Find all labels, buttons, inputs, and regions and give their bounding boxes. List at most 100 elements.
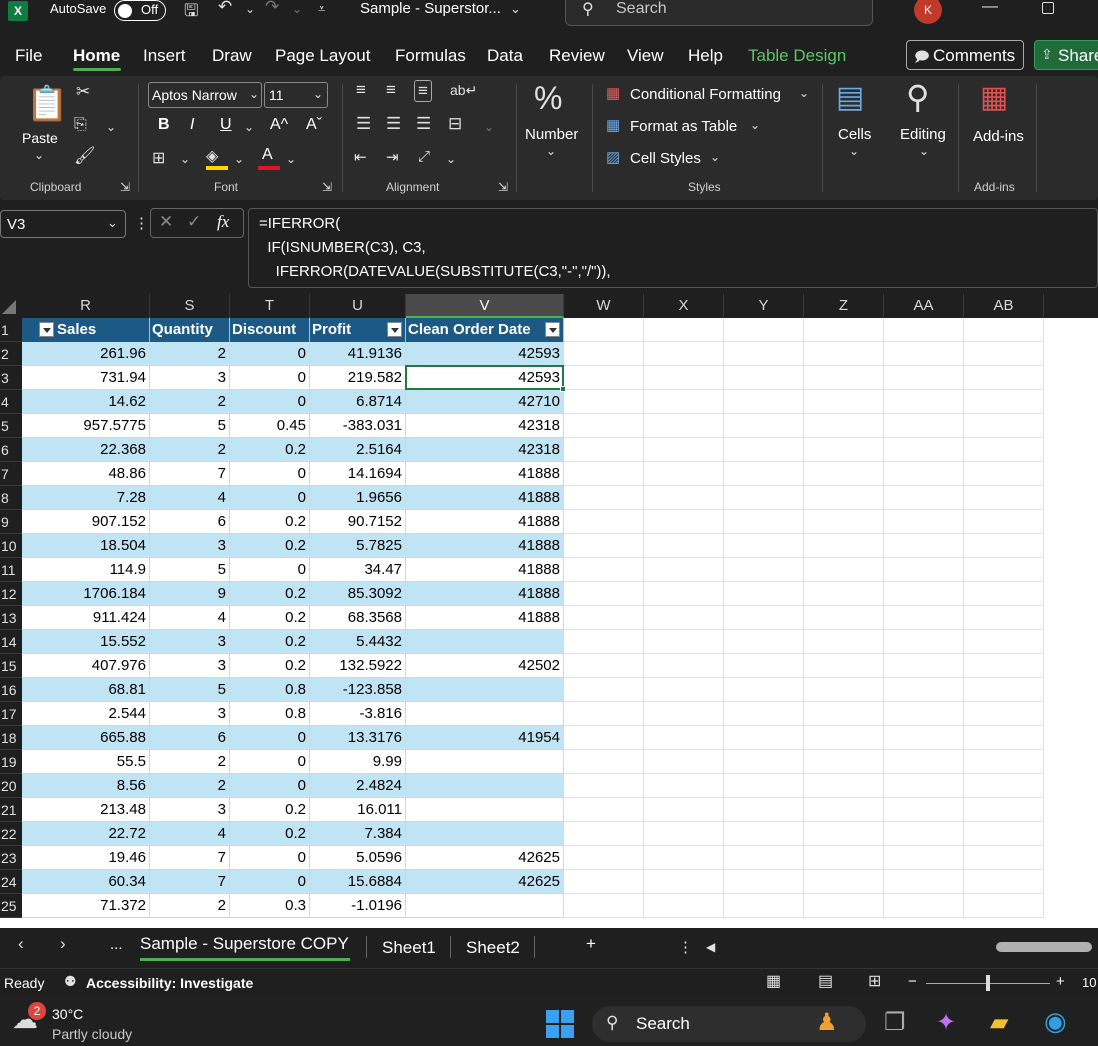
row-header[interactable]: 17 xyxy=(0,702,22,726)
table-cell[interactable]: 5 xyxy=(150,558,230,582)
empty-cell[interactable] xyxy=(644,318,724,342)
empty-cell[interactable] xyxy=(564,630,644,654)
empty-cell[interactable] xyxy=(724,702,804,726)
table-cell[interactable]: 0 xyxy=(230,462,310,486)
table-cell[interactable]: 3 xyxy=(150,654,230,678)
edge-browser-icon[interactable]: ◉ xyxy=(1044,1006,1067,1036)
empty-cell[interactable] xyxy=(804,630,884,654)
empty-cell[interactable] xyxy=(884,582,964,606)
table-cell[interactable]: 42625 xyxy=(406,870,564,894)
table-cell[interactable]: 8.56 xyxy=(22,774,150,798)
table-cell[interactable]: 42318 xyxy=(406,414,564,438)
empty-cell[interactable] xyxy=(564,654,644,678)
empty-cell[interactable] xyxy=(644,774,724,798)
align-middle-icon[interactable]: ≡ xyxy=(386,80,396,99)
row-header[interactable]: 10 xyxy=(0,534,22,558)
empty-cell[interactable] xyxy=(644,534,724,558)
table-cell[interactable]: 6 xyxy=(150,510,230,534)
empty-cell[interactable] xyxy=(644,366,724,390)
table-cell[interactable]: 7 xyxy=(150,846,230,870)
empty-cell[interactable] xyxy=(724,726,804,750)
empty-cell[interactable] xyxy=(804,438,884,462)
empty-cell[interactable] xyxy=(964,870,1044,894)
empty-cell[interactable] xyxy=(964,846,1044,870)
empty-cell[interactable] xyxy=(644,654,724,678)
table-cell[interactable] xyxy=(406,894,564,918)
empty-cell[interactable] xyxy=(724,630,804,654)
empty-cell[interactable] xyxy=(804,894,884,918)
table-cell[interactable]: 4 xyxy=(150,822,230,846)
row-header[interactable]: 24 xyxy=(0,870,22,894)
cancel-icon[interactable]: ✕ xyxy=(159,212,174,231)
column-header-ab[interactable]: AB xyxy=(964,294,1044,318)
empty-cell[interactable] xyxy=(564,846,644,870)
table-cell[interactable]: 41888 xyxy=(406,486,564,510)
align-top-icon[interactable]: ≡ xyxy=(356,80,366,99)
empty-cell[interactable] xyxy=(724,582,804,606)
hscroll-left-icon[interactable]: ◀ xyxy=(706,940,716,954)
table-cell[interactable]: 2 xyxy=(150,774,230,798)
empty-cell[interactable] xyxy=(644,582,724,606)
row-header[interactable]: 25 xyxy=(0,894,22,918)
empty-cell[interactable] xyxy=(884,750,964,774)
row-header[interactable]: 15 xyxy=(0,654,22,678)
empty-cell[interactable] xyxy=(644,486,724,510)
empty-cell[interactable] xyxy=(564,798,644,822)
table-cell[interactable]: 41888 xyxy=(406,558,564,582)
filter-dropdown-icon[interactable] xyxy=(387,322,402,337)
accessibility-status[interactable]: Accessibility: Investigate xyxy=(86,975,254,991)
merge-center-icon[interactable]: ⊟ xyxy=(448,114,463,133)
empty-cell[interactable] xyxy=(804,342,884,366)
table-cell[interactable]: 0 xyxy=(230,750,310,774)
table-cell[interactable]: 0 xyxy=(230,366,310,390)
empty-cell[interactable] xyxy=(724,678,804,702)
table-cell[interactable]: 0.2 xyxy=(230,534,310,558)
increase-indent-icon[interactable]: ⇥ xyxy=(386,149,399,166)
copy-chevron-down-icon[interactable]: ⌄ xyxy=(106,120,117,134)
empty-cell[interactable] xyxy=(964,822,1044,846)
row-header[interactable]: 21 xyxy=(0,798,22,822)
table-cell[interactable]: 41888 xyxy=(406,606,564,630)
more-vertical-icon[interactable]: ⋮ xyxy=(678,939,693,956)
empty-cell[interactable] xyxy=(564,414,644,438)
empty-cell[interactable] xyxy=(644,414,724,438)
table-cell[interactable]: 3 xyxy=(150,630,230,654)
empty-cell[interactable] xyxy=(964,438,1044,462)
table-cell[interactable]: 5.0596 xyxy=(310,846,406,870)
empty-cell[interactable] xyxy=(644,606,724,630)
cells-group[interactable]: ▤ Cells ⌄ xyxy=(824,76,884,200)
table-cell[interactable]: 6.8714 xyxy=(310,390,406,414)
empty-cell[interactable] xyxy=(804,846,884,870)
table-cell[interactable]: 5.4432 xyxy=(310,630,406,654)
empty-cell[interactable] xyxy=(884,774,964,798)
empty-cell[interactable] xyxy=(804,318,884,342)
merge-chevron-down-icon[interactable]: ⌄ xyxy=(484,120,495,134)
table-cell[interactable]: -123.858 xyxy=(310,678,406,702)
table-cell[interactable]: 5 xyxy=(150,678,230,702)
empty-cell[interactable] xyxy=(724,534,804,558)
empty-cell[interactable] xyxy=(644,870,724,894)
table-cell[interactable]: 407.976 xyxy=(22,654,150,678)
empty-cell[interactable] xyxy=(884,606,964,630)
table-cell[interactable]: 261.96 xyxy=(22,342,150,366)
table-cell[interactable]: 55.5 xyxy=(22,750,150,774)
page-layout-view-icon[interactable]: ▤ xyxy=(818,973,834,990)
font-color-button[interactable]: A xyxy=(262,146,273,163)
empty-cell[interactable] xyxy=(644,438,724,462)
editing-group[interactable]: ⚲ Editing ⌄ xyxy=(890,76,956,200)
table-cell[interactable]: 7 xyxy=(150,870,230,894)
share-button[interactable]: ⇪ Share xyxy=(1034,40,1098,70)
table-cell[interactable]: 5.7825 xyxy=(310,534,406,558)
undo-dropdown-icon[interactable]: ⌄ xyxy=(245,2,256,16)
empty-cell[interactable] xyxy=(964,486,1044,510)
align-center-icon[interactable]: ☰ xyxy=(386,114,402,133)
font-name-select[interactable]: Aptos Narrow ⌄ xyxy=(148,82,262,108)
tab-home[interactable]: Home xyxy=(73,46,121,65)
table-cell[interactable]: 1.9656 xyxy=(310,486,406,510)
empty-cell[interactable] xyxy=(644,510,724,534)
save-icon[interactable]: 🖫 xyxy=(184,1,199,20)
borders-chevron-down-icon[interactable]: ⌄ xyxy=(180,152,191,166)
align-right-icon[interactable]: ☰ xyxy=(416,114,432,133)
tab-review[interactable]: Review xyxy=(549,46,605,65)
avatar[interactable]: K xyxy=(914,0,942,24)
